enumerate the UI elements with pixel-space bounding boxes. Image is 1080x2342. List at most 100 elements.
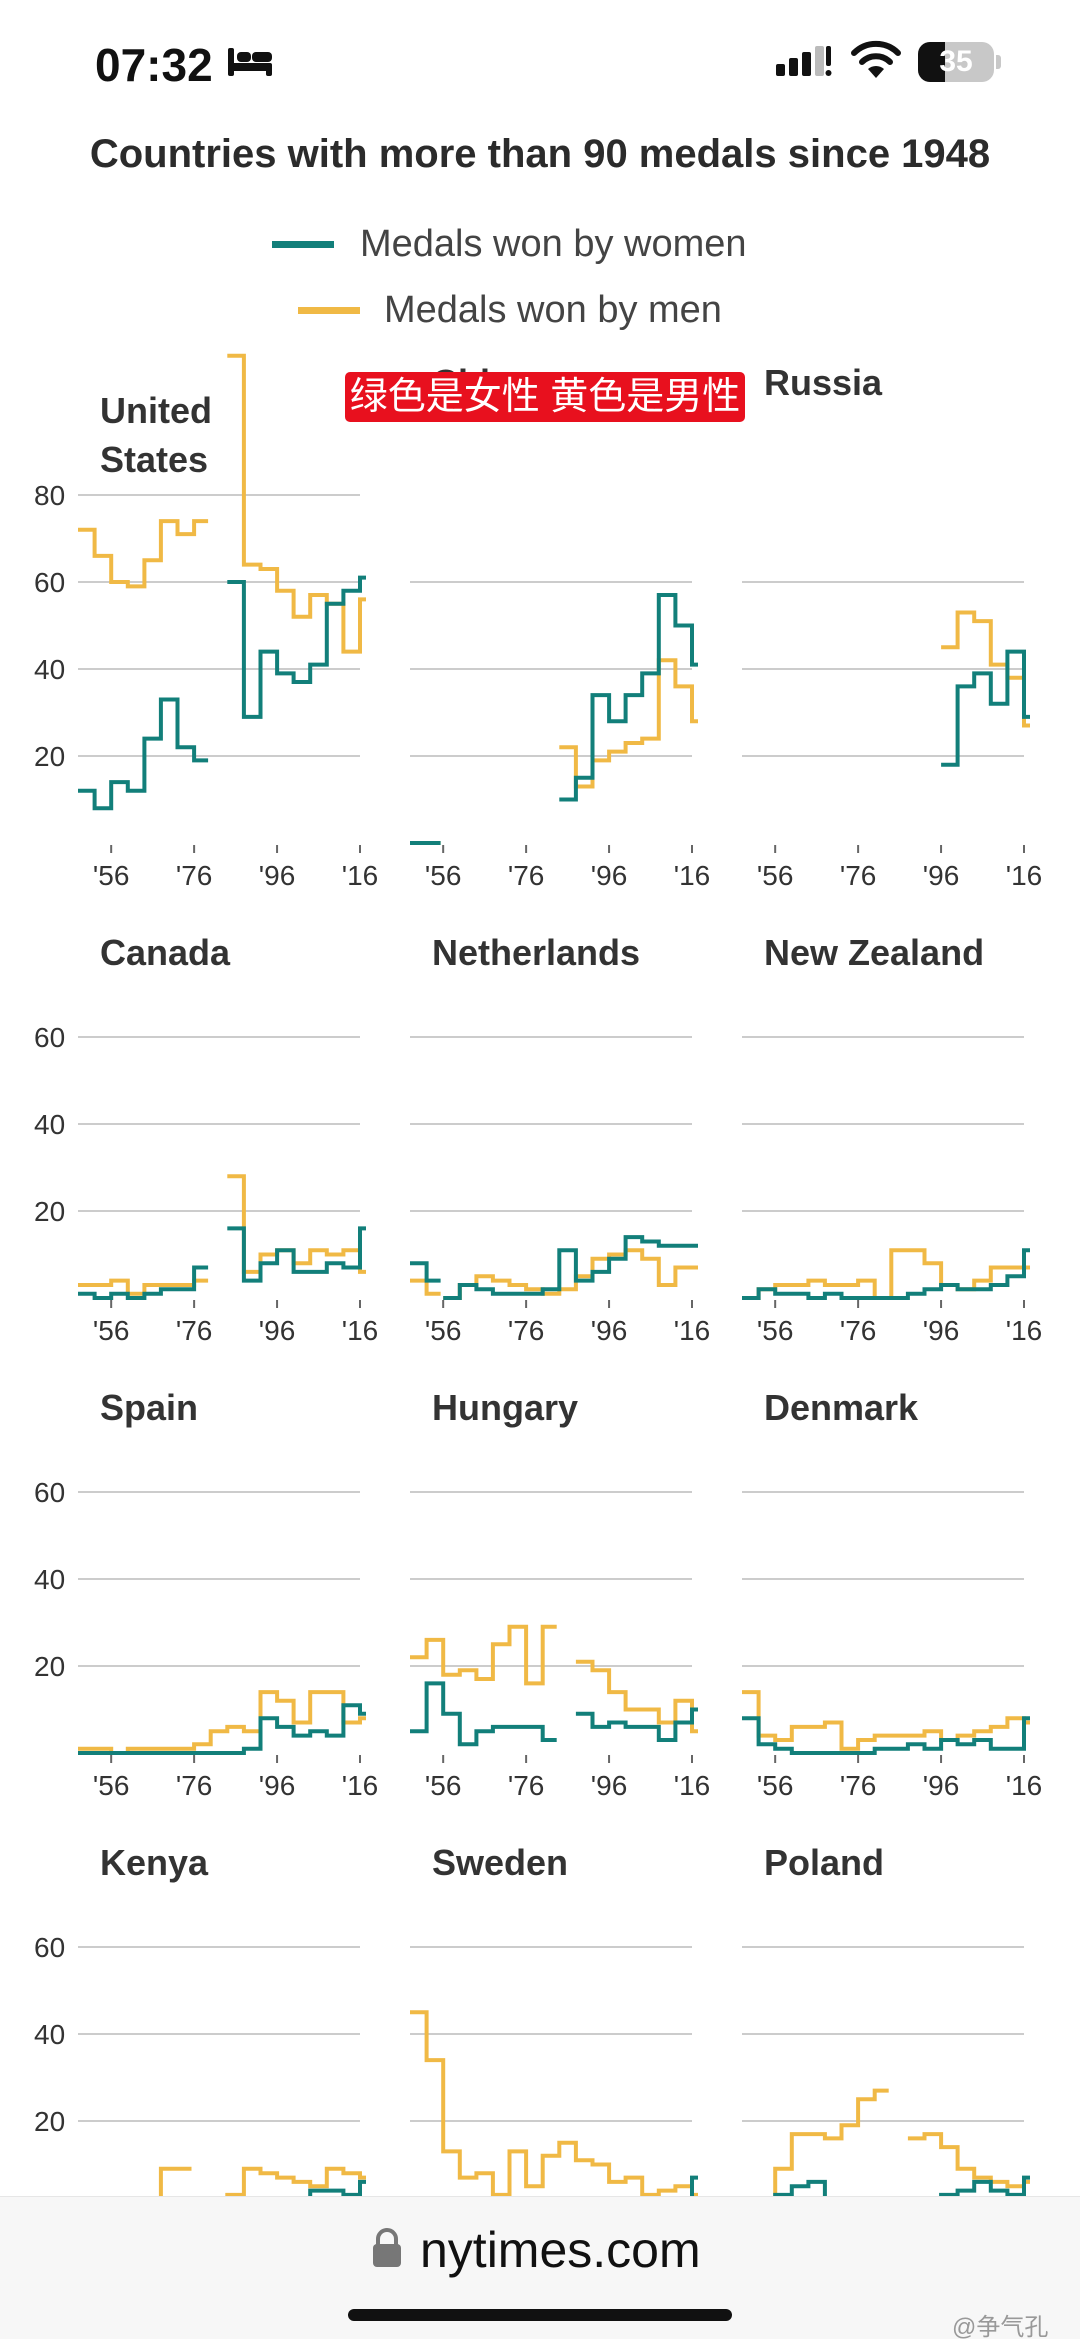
y-tick-label: 20	[34, 1196, 65, 1227]
battery-fill	[918, 42, 945, 82]
men-medals-line	[742, 1690, 1030, 1751]
women-medals-line	[941, 649, 1030, 767]
browser-bottom-bar: nytimes.com @争气孔	[0, 2196, 1080, 2341]
x-tick-label: '56	[93, 1770, 130, 1801]
x-tick-label: '56	[425, 1315, 462, 1346]
signal-icon	[776, 46, 834, 83]
x-tick-label: '16	[342, 1770, 379, 1801]
x-tick-label: '76	[840, 1315, 877, 1346]
country-title: United	[100, 390, 212, 431]
women-medals-line	[742, 1716, 1030, 1755]
women-medals-line	[78, 575, 366, 811]
men-medals-line	[78, 353, 366, 654]
wifi-icon	[850, 40, 902, 85]
legend-women-swatch	[272, 241, 334, 248]
women-medals-line	[773, 2175, 1030, 2196]
women-medals-line	[410, 593, 698, 845]
men-medals-line	[410, 658, 698, 845]
x-tick-label: '96	[591, 860, 628, 891]
battery-percentage: 35	[939, 45, 973, 78]
country-panel: 20 40 60 '56 '76 '96 '16 Spain	[34, 1387, 378, 1801]
watermark-text: @争气孔	[952, 2314, 1049, 2341]
women-medals-line	[410, 1235, 698, 1300]
x-tick-label: '76	[508, 1315, 545, 1346]
x-tick-label: '16	[674, 860, 711, 891]
x-tick-label: '76	[840, 860, 877, 891]
x-tick-label: '96	[259, 1315, 296, 1346]
men-medals-line	[773, 2088, 1030, 2196]
legend-men: Medals won by men	[298, 285, 778, 335]
y-tick-label: 40	[34, 1109, 65, 1140]
country-title: Kenya	[100, 1842, 209, 1883]
x-tick-label: '16	[1006, 1315, 1043, 1346]
status-bar: 07:32 35	[0, 0, 1080, 120]
legend-women: Medals won by women	[272, 219, 792, 269]
country-title: States	[100, 439, 208, 480]
x-tick-label: '56	[757, 860, 794, 891]
x-tick-label: '16	[342, 860, 379, 891]
x-tick-label: '16	[1006, 1770, 1043, 1801]
women-medals-line	[78, 1703, 366, 1755]
country-panel: '56 '76 '96 '16 Hungary	[410, 1387, 710, 1801]
x-tick-label: '76	[508, 1770, 545, 1801]
x-tick-label: '56	[757, 1770, 794, 1801]
x-tick-label: '16	[674, 1770, 711, 1801]
country-panel: '56 '76 '96 '16 New Zealand	[742, 932, 1042, 1346]
country-title: Canada	[100, 932, 231, 973]
women-medals-line	[78, 1226, 366, 1300]
battery-level: 35	[918, 42, 994, 82]
men-medals-line	[158, 2166, 366, 2196]
country-title: New Zealand	[764, 932, 984, 973]
battery-icon: 35	[918, 42, 994, 82]
lock-icon	[370, 2227, 404, 2274]
x-tick-label: '56	[93, 1315, 130, 1346]
country-panel: '56'76'96'16China	[410, 362, 710, 891]
men-medals-line	[410, 1624, 698, 1734]
x-tick-label: '56	[425, 1770, 462, 1801]
chart-title: Countries with more than 90 medals since…	[89, 132, 991, 176]
country-title: Sweden	[432, 1842, 568, 1883]
address-bar-url[interactable]: nytimes.com	[420, 2222, 701, 2278]
women-medals-line	[742, 1248, 1030, 1300]
x-tick-label: '76	[508, 860, 545, 891]
home-indicator[interactable]	[348, 2309, 732, 2321]
men-medals-line	[78, 1690, 366, 1755]
x-tick-label: '16	[1006, 860, 1043, 891]
country-panel: 20 40 60 '56 '76 '96 '16 Canada	[34, 932, 378, 1346]
x-tick-label: '76	[176, 1770, 213, 1801]
men-medals-line	[410, 1248, 698, 1300]
y-tick-label: 20	[34, 1651, 65, 1682]
legend-men-swatch	[298, 307, 360, 314]
y-tick-label: 60	[34, 1932, 65, 1963]
country-panel: Sweden	[410, 1842, 698, 2196]
x-tick-label: '56	[757, 1315, 794, 1346]
y-tick-label: 60	[34, 1477, 65, 1508]
x-tick-label: '56	[425, 860, 462, 891]
x-tick-label: '96	[923, 1770, 960, 1801]
x-tick-label: '96	[591, 1770, 628, 1801]
legend-men-label: Medals won by men	[384, 289, 722, 331]
country-title: Netherlands	[432, 932, 640, 973]
x-tick-label: '16	[674, 1315, 711, 1346]
small-multiples-chart: 20 40 60 80 '56 '76 '96 '16 United States '56 '76 '9…	[34, 353, 1043, 2196]
country-title: Russia	[764, 362, 883, 403]
y-tick-label: 40	[34, 2019, 65, 2050]
country-title: Denmark	[764, 1387, 919, 1428]
x-tick-label: '76	[176, 860, 213, 891]
country-panel: 20 40 60 Kenya	[34, 1842, 366, 2196]
battery-nub	[996, 55, 1001, 69]
country-title: Poland	[764, 1842, 884, 1883]
country-panel: '56 '76 '96 '16 Denmark	[742, 1387, 1042, 1801]
bed-icon	[226, 44, 274, 83]
y-tick-label: 40	[34, 1564, 65, 1595]
country-title: Hungary	[432, 1387, 578, 1428]
x-tick-label: '96	[591, 1315, 628, 1346]
women-medals-line	[410, 1681, 698, 1747]
y-tick-label: 20	[34, 741, 65, 772]
x-tick-label: '96	[259, 1770, 296, 1801]
country-panel: 20 40 60 80 '56 '76 '96 '16 United States	[34, 353, 379, 891]
y-tick-label: 60	[34, 567, 65, 598]
x-tick-label: '56	[93, 860, 130, 891]
x-tick-label: '96	[923, 860, 960, 891]
x-tick-label: '96	[923, 1315, 960, 1346]
